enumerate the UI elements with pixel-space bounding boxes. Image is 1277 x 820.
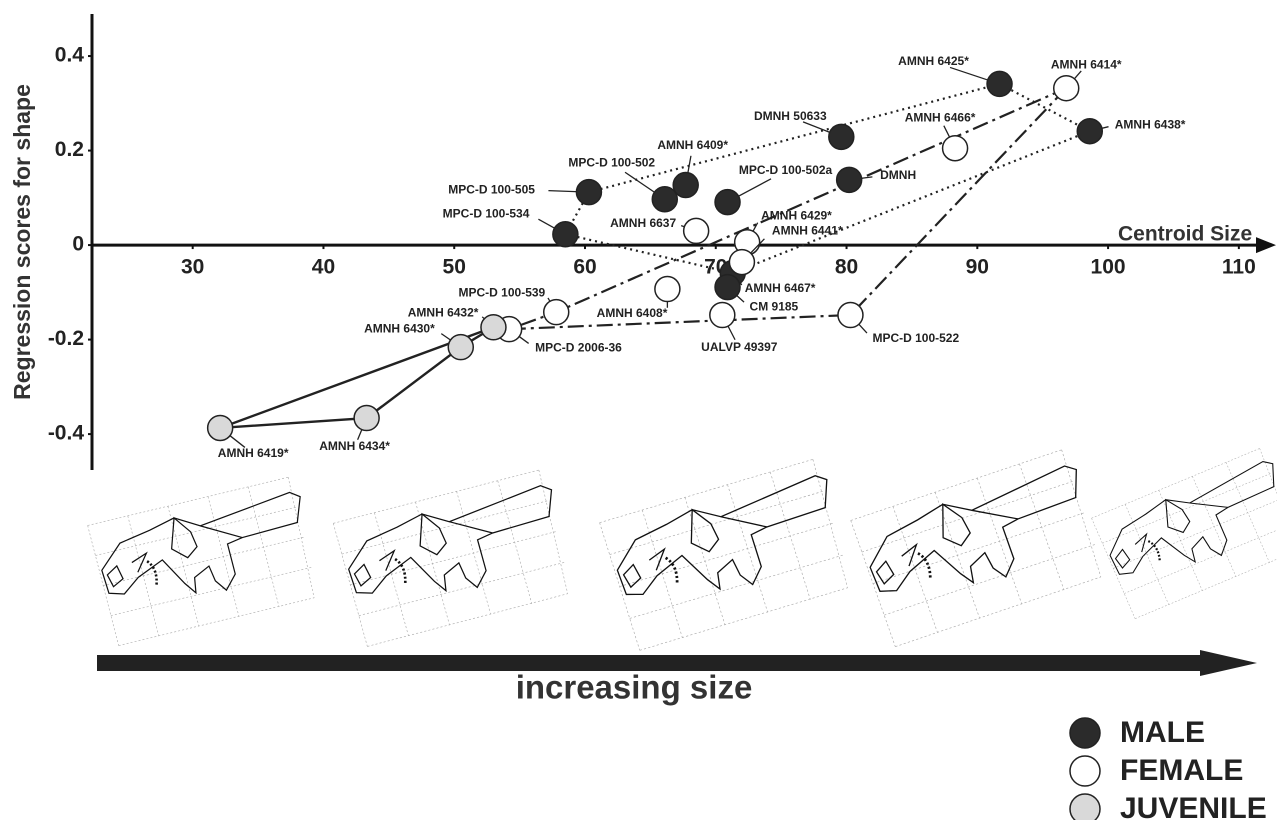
point-label: CM 9185 (750, 299, 799, 313)
point-label: AMNH 6432* (408, 305, 479, 319)
point-label: AMNH 6425* (898, 54, 969, 68)
group-outlines (220, 84, 1090, 428)
y-tick-label: -0.4 (48, 422, 85, 445)
y-tick-label: 0 (72, 233, 84, 256)
legend-label: FEMALE (1120, 754, 1243, 787)
data-point (729, 250, 754, 275)
data-point (354, 406, 379, 431)
legend-label: MALE (1120, 716, 1205, 749)
point-label: AMNH 6441* (772, 223, 843, 237)
point-label: MPC-D 100-502a (739, 163, 833, 177)
point-label: AMNH 6419* (218, 446, 289, 460)
data-point (655, 277, 680, 302)
data-point (1054, 76, 1079, 101)
point-label: MPC-D 100-502 (568, 155, 655, 169)
y-tick-label: -0.2 (48, 327, 84, 350)
x-tick-label: 60 (573, 256, 596, 279)
point-label: MPC-D 100-505 (448, 182, 535, 196)
point-label: UALVP 49397 (701, 340, 778, 354)
point-label: AMNH 6409* (657, 138, 728, 152)
x-axis-label: Centroid Size (1118, 223, 1252, 246)
data-point (448, 335, 473, 360)
data-point (837, 167, 862, 192)
legend-label: JUVENILE (1120, 792, 1267, 820)
x-tick-label: 80 (835, 256, 858, 279)
y-axis-label: Regression scores for shape (9, 84, 35, 400)
x-tick-label: 110 (1222, 256, 1256, 279)
point-label: AMNH 6414* (1051, 57, 1122, 71)
x-tick-label: 100 (1091, 256, 1126, 279)
point-label: MPC-D 100-539 (459, 285, 546, 299)
point-label: MPC-D 2006-36 (535, 340, 622, 354)
x-tick-label: 40 (312, 256, 335, 279)
x-axis-arrow (1256, 237, 1276, 253)
point-label: AMNH 6408* (597, 306, 668, 320)
point-label: AMNH 6466* (905, 110, 976, 124)
chart: increasing size Centroid Size Regression… (0, 0, 1277, 820)
skull-drawings (85, 445, 1277, 653)
data-point (553, 222, 578, 247)
data-point (544, 300, 569, 325)
data-point (943, 136, 968, 161)
legend-marker (1070, 756, 1100, 786)
point-label: AMNH 6467* (745, 281, 816, 295)
x-tick-label: 50 (443, 256, 466, 279)
data-point (838, 303, 863, 328)
point-label: AMNH 6637 (610, 216, 676, 230)
legend-marker (1070, 794, 1100, 820)
data-point (715, 190, 740, 215)
x-tick-label: 30 (181, 256, 204, 279)
data-point (576, 180, 601, 205)
data-point (710, 303, 735, 328)
legend-marker (1070, 718, 1100, 748)
point-label: DMNH (880, 168, 916, 182)
point-label: DMNH 50633 (754, 109, 827, 123)
skull-drawing (595, 457, 852, 653)
skull-drawing (330, 468, 571, 648)
caption: increasing size (516, 669, 753, 706)
point-label: MPC-D 100-522 (872, 331, 959, 345)
point-label: AMNH 6430* (364, 321, 435, 335)
data-point (652, 187, 677, 212)
skull-drawing (85, 476, 317, 648)
skull-drawing (1085, 445, 1277, 623)
y-tick-label: 0.4 (55, 44, 85, 67)
data-point (673, 173, 698, 198)
point-label: MPC-D 100-534 (443, 206, 530, 220)
y-tick-label: 0.2 (55, 138, 84, 161)
point-label: AMNH 6434* (319, 439, 390, 453)
point-label: AMNH 6438* (1115, 117, 1186, 131)
x-tick-label: 90 (966, 256, 989, 279)
data-point (715, 275, 740, 300)
point-label: AMNH 6429* (761, 208, 832, 222)
arrow-head (1200, 650, 1257, 676)
data-point (1077, 119, 1102, 144)
data-point (684, 218, 709, 243)
skull-drawing (845, 447, 1107, 651)
data-point (481, 315, 506, 340)
data-point (829, 124, 854, 149)
data-point (208, 415, 233, 440)
data-point (987, 71, 1012, 96)
